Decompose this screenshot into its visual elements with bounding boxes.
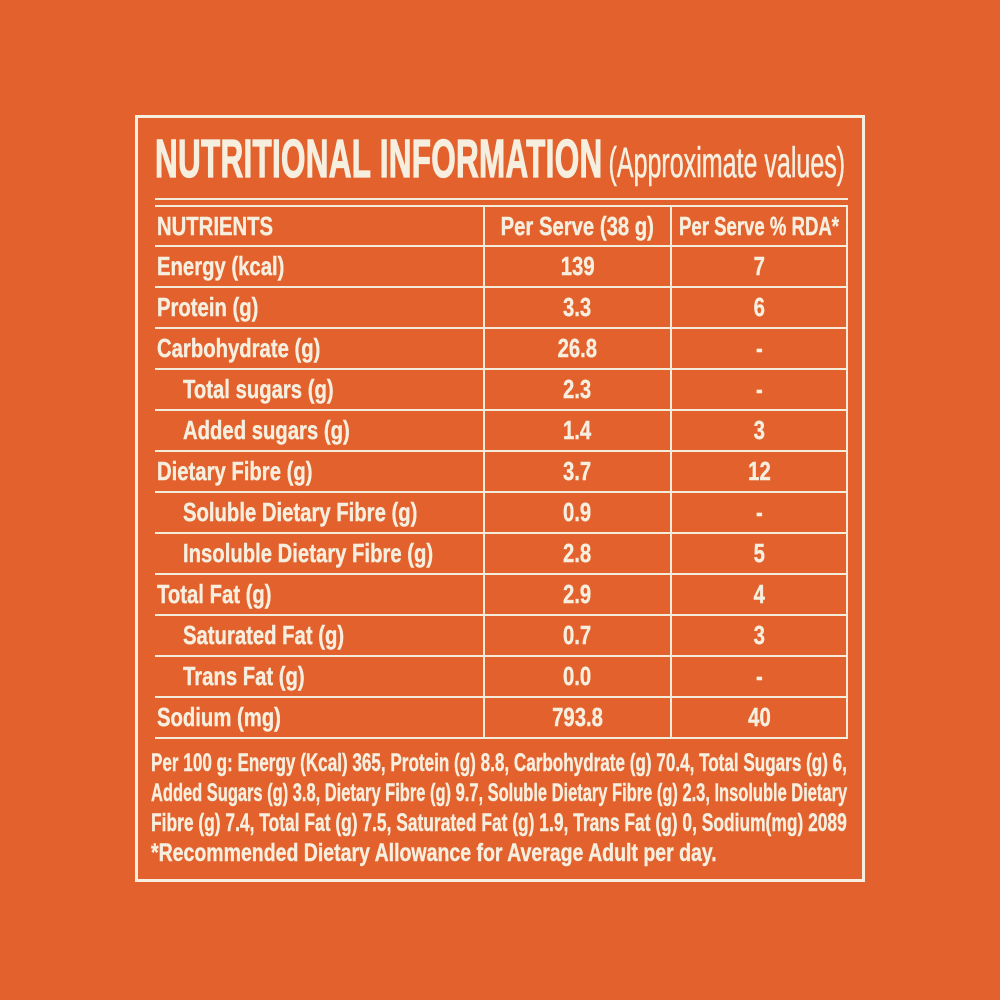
per-serve-value: 139 [560,251,595,281]
rda-cell: 5 [670,534,848,575]
nutrient-label: Insoluble Dietary Fibre (g) [183,538,434,568]
per-serve-cell: 793.8 [483,698,670,739]
nutrient-cell: Total sugars (g) [155,370,483,411]
nutrient-label: Dietary Fibre (g) [157,456,313,486]
rda-value: 7 [753,251,765,281]
column-header-per-serve-rda-label: Per Serve % RDA* [679,210,839,241]
rda-value: 40 [747,702,771,732]
rda-value: 12 [747,456,771,486]
per-serve-cell: 1.4 [483,411,670,452]
per-serve-value: 0.7 [563,620,592,650]
nutrient-label: Trans Fat (g) [183,661,305,691]
nutrient-cell: Total Fat (g) [155,575,483,616]
label-title-sub: (Approximate values) [608,139,846,188]
nutrient-label: Energy (kcal) [157,251,285,281]
nutrition-table: NUTRIENTS Per Serve (38 g) Per Serve % R… [155,198,848,739]
nutrient-label: Protein (g) [157,292,259,322]
rda-cell: 12 [670,452,848,493]
nutrient-cell: Soluble Dietary Fibre (g) [155,493,483,534]
rda-value: - [755,374,763,404]
rda-cell: 3 [670,411,848,452]
nutrient-label: Total Fat (g) [157,579,272,609]
per-serve-cell: 0.0 [483,657,670,698]
column-header-per-serve: Per Serve (38 g) [483,207,670,247]
rda-value: 4 [753,579,765,609]
column-header-nutrients-label: NUTRIENTS [157,210,274,241]
nutrient-label: Saturated Fat (g) [183,620,345,650]
rda-value: 3 [753,415,765,445]
rda-value: - [755,661,763,691]
rda-value: 6 [753,292,765,322]
rda-cell: 6 [670,288,848,329]
nutrient-label: Sodium (mg) [157,702,281,732]
rda-value: - [755,497,763,527]
label-title: NUTRITIONAL INFORMATION (Approximate val… [155,129,846,202]
nutrition-table-grid: NUTRIENTS Per Serve (38 g) Per Serve % R… [155,205,848,739]
nutrient-cell: Protein (g) [155,288,483,329]
nutrient-label: Total sugars (g) [183,374,334,404]
per-100g-note-line: Added Sugars (g) 3.8, Dietary Fibre (g) … [151,779,848,807]
per-serve-value: 2.3 [563,374,592,404]
per-serve-cell: 2.8 [483,534,670,575]
column-header-nutrients: NUTRIENTS [155,207,483,247]
column-header-per-serve-label: Per Serve (38 g) [500,210,655,241]
rda-cell: 3 [670,616,848,657]
per-serve-value: 3.7 [563,456,592,486]
rda-cell: - [670,329,848,370]
footnotes: Per 100 g: Energy (Kcal) 365, Protein (g… [151,748,851,868]
nutrient-cell: Insoluble Dietary Fibre (g) [155,534,483,575]
rda-cell: 40 [670,698,848,739]
per-serve-cell: 2.3 [483,370,670,411]
column-header-per-serve-rda: Per Serve % RDA* [670,207,848,247]
nutrient-cell: Added sugars (g) [155,411,483,452]
per-serve-cell: 26.8 [483,329,670,370]
per-serve-cell: 3.7 [483,452,670,493]
per-serve-value: 2.9 [563,579,592,609]
nutrient-cell: Energy (kcal) [155,247,483,288]
nutrition-label-box: NUTRITIONAL INFORMATION (Approximate val… [135,115,865,882]
per-serve-value: 0.9 [563,497,592,527]
per-serve-cell: 3.3 [483,288,670,329]
per-serve-value: 2.8 [563,538,592,568]
per-serve-value: 26.8 [557,333,598,363]
per-serve-value: 1.4 [563,415,592,445]
per-100g-note-line: Per 100 g: Energy (Kcal) 365, Protein (g… [151,749,847,777]
nutrient-label: Added sugars (g) [183,415,350,445]
per-serve-cell: 0.7 [483,616,670,657]
rda-cell: 4 [670,575,848,616]
nutrient-label: Soluble Dietary Fibre (g) [183,497,418,527]
nutrient-label: Carbohydrate (g) [157,333,321,363]
label-title-main: NUTRITIONAL INFORMATION [155,129,603,189]
nutrient-cell: Saturated Fat (g) [155,616,483,657]
nutrient-cell: Sodium (mg) [155,698,483,739]
per-100g-note-line: Fibre (g) 7.4, Total Fat (g) 7.5, Satura… [151,809,847,837]
rda-cell: - [670,370,848,411]
rda-note: *Recommended Dietary Allowance for Avera… [151,839,717,867]
rda-value: - [755,333,763,363]
per-serve-value: 0.0 [563,661,592,691]
per-serve-value: 793.8 [552,702,603,732]
per-serve-cell: 139 [483,247,670,288]
rda-cell: 7 [670,247,848,288]
nutrient-cell: Carbohydrate (g) [155,329,483,370]
rda-cell: - [670,657,848,698]
per-serve-cell: 2.9 [483,575,670,616]
per-serve-value: 3.3 [563,292,592,322]
rda-value: 5 [753,538,765,568]
rda-cell: - [670,493,848,534]
rda-value: 3 [753,620,765,650]
nutrient-cell: Trans Fat (g) [155,657,483,698]
nutrient-cell: Dietary Fibre (g) [155,452,483,493]
per-serve-cell: 0.9 [483,493,670,534]
